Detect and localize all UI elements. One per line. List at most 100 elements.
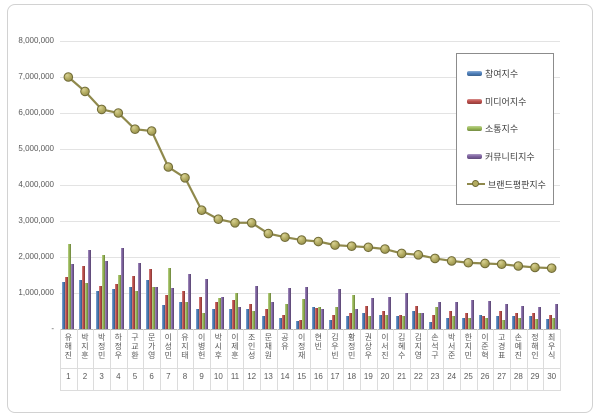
category-name-char: 훈 [231,351,239,360]
bar-참여지수 [195,309,199,329]
x-label-separator [160,329,161,391]
legend-item-참여지수: 참여지수 [467,67,553,80]
x-label-separator [193,329,195,391]
gridline [60,221,560,222]
category-name-char: 병 [197,342,206,351]
bar-커뮤니티지수 [337,289,341,329]
category-name-char: 한 [464,333,473,342]
y-tick-label: 6,000,000 [18,108,54,117]
category-name-char: 정 [347,342,356,351]
category-name-char: 우 [547,342,556,351]
category-name-char: 지 [464,342,473,351]
category-rank-label: 21 [397,372,407,381]
bar-참여지수 [362,312,366,329]
bar-미디어지수 [298,320,302,329]
x-label-divider [60,390,560,391]
x-label-separator [110,329,111,391]
x-label-separator [360,329,361,391]
category-name-char: 성 [247,351,256,360]
category-name-char: 우 [331,342,339,351]
category-name-char: 정 [531,333,539,342]
bar-참여지수 [378,314,382,329]
bar-group [127,41,144,329]
category-name-char: 문 [264,333,273,342]
x-label-separator [343,329,345,391]
bar-소통지수 [168,267,172,329]
bar-참여지수 [162,304,166,329]
bar-참여지수 [128,286,132,329]
reputation-marker [546,263,557,273]
category-name-char: 진 [514,351,523,360]
bar-참여지수 [95,291,99,329]
category-name-char: 김 [414,333,423,342]
bar-소통지수 [384,314,388,329]
bar-미디어지수 [448,311,452,329]
bar-미디어지수 [348,312,352,329]
bar-소통지수 [418,312,422,329]
reputation-marker [480,258,490,269]
category-rank-label: 19 [363,372,373,381]
legend-label: 커뮤니티지수 [485,152,535,163]
category-name-char: 이 [231,333,239,342]
legend-item-브랜드평판지수: 브랜드평판지수 [467,178,553,191]
x-label-separator [276,329,278,391]
category-name-char: 지 [81,342,89,351]
bar-group [210,41,227,329]
bar-참여지수 [278,318,282,329]
category-name-char: 식 [547,351,556,360]
bar-커뮤니티지수 [521,305,525,329]
bar-미디어지수 [98,285,102,329]
bar-미디어지수 [315,308,319,329]
bar-group [493,41,510,329]
x-label-separator [210,329,211,391]
bar-참여지수 [212,309,216,329]
category-name-char: 빈 [331,351,339,360]
category-name-char: 인 [531,351,539,360]
bar-group [510,41,527,329]
bar-미디어지수 [331,314,335,329]
category-rank-label: 18 [347,372,357,381]
bar-미디어지수 [431,314,435,329]
category-name-char: 구 [131,333,139,342]
bar-미디어지수 [465,312,469,329]
bar-커뮤니티지수 [71,264,75,329]
reputation-marker [196,205,207,215]
bar-소통지수 [451,316,455,329]
x-label-separator [243,329,245,391]
category-rank-label: 27 [497,372,507,381]
x-label-separator [560,329,561,391]
bar-커뮤니티지수 [287,287,291,329]
x-label-separator [293,329,295,391]
x-label-separator [176,329,178,391]
bar-커뮤니티지수 [437,302,441,329]
bar-커뮤니티지수 [104,260,108,329]
category-rank-label: 29 [530,372,540,381]
category-name-char: 정 [114,342,123,351]
bar-미디어지수 [165,295,169,329]
y-tick-label: 2,000,000 [18,252,54,261]
bar-미디어지수 [148,268,152,329]
category-name-char: 김 [397,333,406,342]
x-label-separator [426,329,428,391]
bar-group [77,41,94,329]
bar-커뮤니티지수 [487,301,491,329]
bar-커뮤니티지수 [404,293,408,329]
category-name-char: 해 [531,342,539,351]
category-name-char: 박 [214,333,223,342]
reputation-marker [230,218,240,228]
category-name-char: 김 [331,333,339,342]
category-rank-label: 25 [463,372,473,381]
x-label-separator [126,329,128,391]
bar-group [327,41,344,329]
bar-소통지수 [151,286,155,329]
bar-소통지수 [284,303,288,329]
reputation-marker [463,257,474,268]
bar-참여지수 [62,282,66,329]
legend-bar-swatch-icon [467,126,482,132]
category-name-char: 환 [131,351,139,360]
